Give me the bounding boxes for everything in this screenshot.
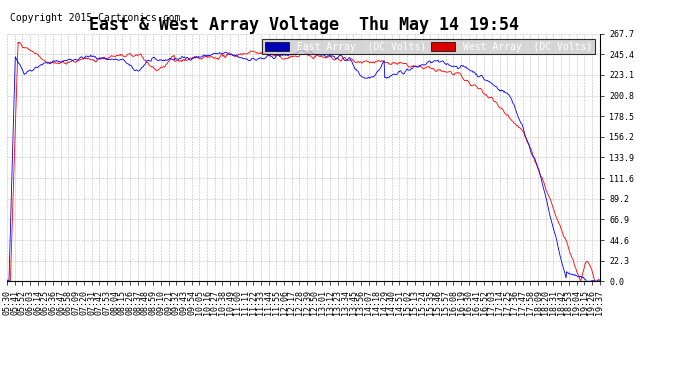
Text: Copyright 2015 Cartronics.com: Copyright 2015 Cartronics.com [10,13,181,23]
Title: East & West Array Voltage  Thu May 14 19:54: East & West Array Voltage Thu May 14 19:… [88,16,519,34]
Legend: East Array  (DC Volts), West Array  (DC Volts): East Array (DC Volts), West Array (DC Vo… [262,39,595,54]
